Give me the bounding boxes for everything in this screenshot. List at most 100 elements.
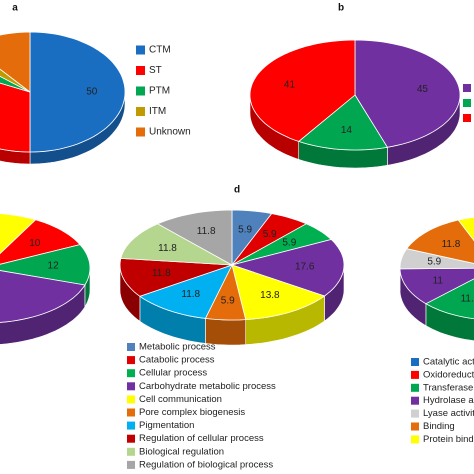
data-label: 17.6 bbox=[295, 262, 315, 273]
legend-swatch bbox=[411, 422, 419, 431]
legend-label: Carbohydrate metabolic process bbox=[139, 381, 276, 392]
data-label: 11 bbox=[433, 275, 444, 286]
pie-slice bbox=[231, 209, 273, 267]
pie-slice bbox=[0, 244, 91, 286]
data-label: 45 bbox=[417, 84, 429, 95]
legend-swatch bbox=[136, 86, 145, 96]
data-label: 5.9 bbox=[263, 229, 277, 240]
pie-slice bbox=[0, 270, 86, 323]
data-label: 5.9 bbox=[427, 257, 441, 268]
legend-swatch bbox=[136, 107, 145, 116]
legend-swatch bbox=[463, 99, 471, 107]
legend-swatch bbox=[136, 45, 145, 55]
data-label: 5.9 bbox=[282, 238, 296, 249]
legend-label: Unknown bbox=[149, 127, 191, 138]
pie-slice bbox=[406, 219, 474, 264]
pie-chart: 50 bbox=[0, 31, 126, 165]
legend-label: Oxidoreductas bbox=[423, 369, 474, 380]
legend-label: Cell communication bbox=[139, 394, 222, 405]
legend-swatch bbox=[463, 84, 471, 92]
legend-label: Regulation of biological process bbox=[139, 459, 273, 470]
data-label: 50 bbox=[86, 87, 98, 98]
pie-slice bbox=[399, 267, 474, 305]
legend-swatch bbox=[411, 370, 419, 379]
legend-swatch bbox=[127, 382, 135, 391]
data-label: 12 bbox=[48, 260, 60, 271]
pie-slice bbox=[204, 263, 247, 321]
data-label: 11.8 bbox=[461, 294, 474, 305]
pie-slice bbox=[457, 216, 474, 242]
pie-slice bbox=[120, 223, 233, 266]
legend-label: Metabolic process bbox=[139, 342, 216, 353]
panel-label: a bbox=[12, 3, 18, 14]
data-label: 41 bbox=[284, 80, 296, 91]
pie-chart: 45 14 41 bbox=[249, 39, 461, 169]
pie-slice bbox=[0, 219, 81, 265]
legend-label: Binding bbox=[423, 421, 455, 432]
legend-label: Hydrolase activ bbox=[423, 395, 474, 406]
legend-label: Regulation of cellular process bbox=[139, 433, 264, 444]
pie-slice bbox=[119, 257, 233, 297]
legend-swatch bbox=[127, 356, 135, 365]
pie-slice bbox=[156, 209, 233, 266]
legend-label: Protein binding bbox=[423, 434, 474, 445]
legend-label: Catabolic process bbox=[139, 355, 215, 366]
pie-chart: 11.8115.911.8 bbox=[399, 216, 474, 342]
pie-slice bbox=[231, 264, 326, 321]
pie-slice bbox=[0, 31, 31, 93]
data-label: 5.9 bbox=[221, 295, 235, 306]
pie-slice bbox=[354, 39, 461, 148]
legend-swatch bbox=[127, 434, 135, 443]
data-label: 14 bbox=[341, 125, 353, 136]
pie-slice bbox=[0, 82, 31, 153]
pie-slice bbox=[399, 248, 474, 270]
legend-label: ITM bbox=[149, 106, 166, 117]
pie-slice bbox=[231, 213, 308, 266]
pie-slice bbox=[29, 31, 126, 153]
legend-swatch bbox=[411, 358, 419, 366]
legend-swatch bbox=[127, 395, 135, 404]
legend-label: Pore complex biogenesis bbox=[139, 407, 245, 418]
legend-swatch bbox=[127, 447, 135, 456]
pie-slice bbox=[0, 213, 37, 255]
data-label: 11.8 bbox=[442, 239, 461, 250]
pie-slice bbox=[230, 239, 345, 297]
data-label: 11.8 bbox=[181, 289, 200, 300]
legend-label: Lyase activity bbox=[423, 408, 474, 419]
pie-slice bbox=[249, 39, 356, 142]
data-label: 11.8 bbox=[197, 226, 216, 237]
legend-label: Cellular process bbox=[139, 368, 207, 379]
legend-label: Biological regulation bbox=[139, 446, 224, 457]
pie-slice bbox=[139, 264, 233, 319]
data-label: 13.8 bbox=[260, 290, 280, 301]
legend-label: Transferase acti bbox=[423, 382, 474, 393]
legend-swatch bbox=[463, 114, 471, 122]
legend-swatch bbox=[127, 421, 135, 430]
data-label: 10 bbox=[29, 238, 41, 249]
legend-swatch bbox=[136, 127, 145, 137]
panel-label: d bbox=[234, 185, 240, 196]
legend-swatch bbox=[136, 66, 145, 75]
pie-slice bbox=[297, 94, 389, 151]
data-label: 11.8 bbox=[152, 268, 171, 279]
legend-label: Pigmentation bbox=[139, 420, 194, 431]
pie-chart: 5.9 5.9 5.9 17.6 13.8 5.9 11.8 11.8 11.8 11.8 bbox=[119, 209, 345, 346]
legend-swatch bbox=[411, 383, 419, 392]
legend-swatch bbox=[127, 343, 135, 351]
pie-slice bbox=[231, 223, 333, 266]
legend-label: Catalytic activi bbox=[423, 357, 474, 368]
pie-chart: 10 12 bbox=[0, 213, 91, 345]
data-label: 11.8 bbox=[158, 243, 177, 254]
pie-slice bbox=[425, 278, 474, 320]
legend-swatch bbox=[411, 435, 419, 444]
data-label: 5.9 bbox=[238, 224, 252, 235]
legend-label: CTM bbox=[149, 45, 171, 56]
legend-label: ST bbox=[149, 65, 162, 76]
legend-swatch bbox=[127, 369, 135, 378]
legend-swatch bbox=[411, 396, 419, 405]
legend-swatch bbox=[127, 408, 135, 417]
panel-label: b bbox=[338, 3, 344, 14]
legend-swatch bbox=[127, 460, 135, 469]
legend-swatch bbox=[411, 409, 419, 418]
